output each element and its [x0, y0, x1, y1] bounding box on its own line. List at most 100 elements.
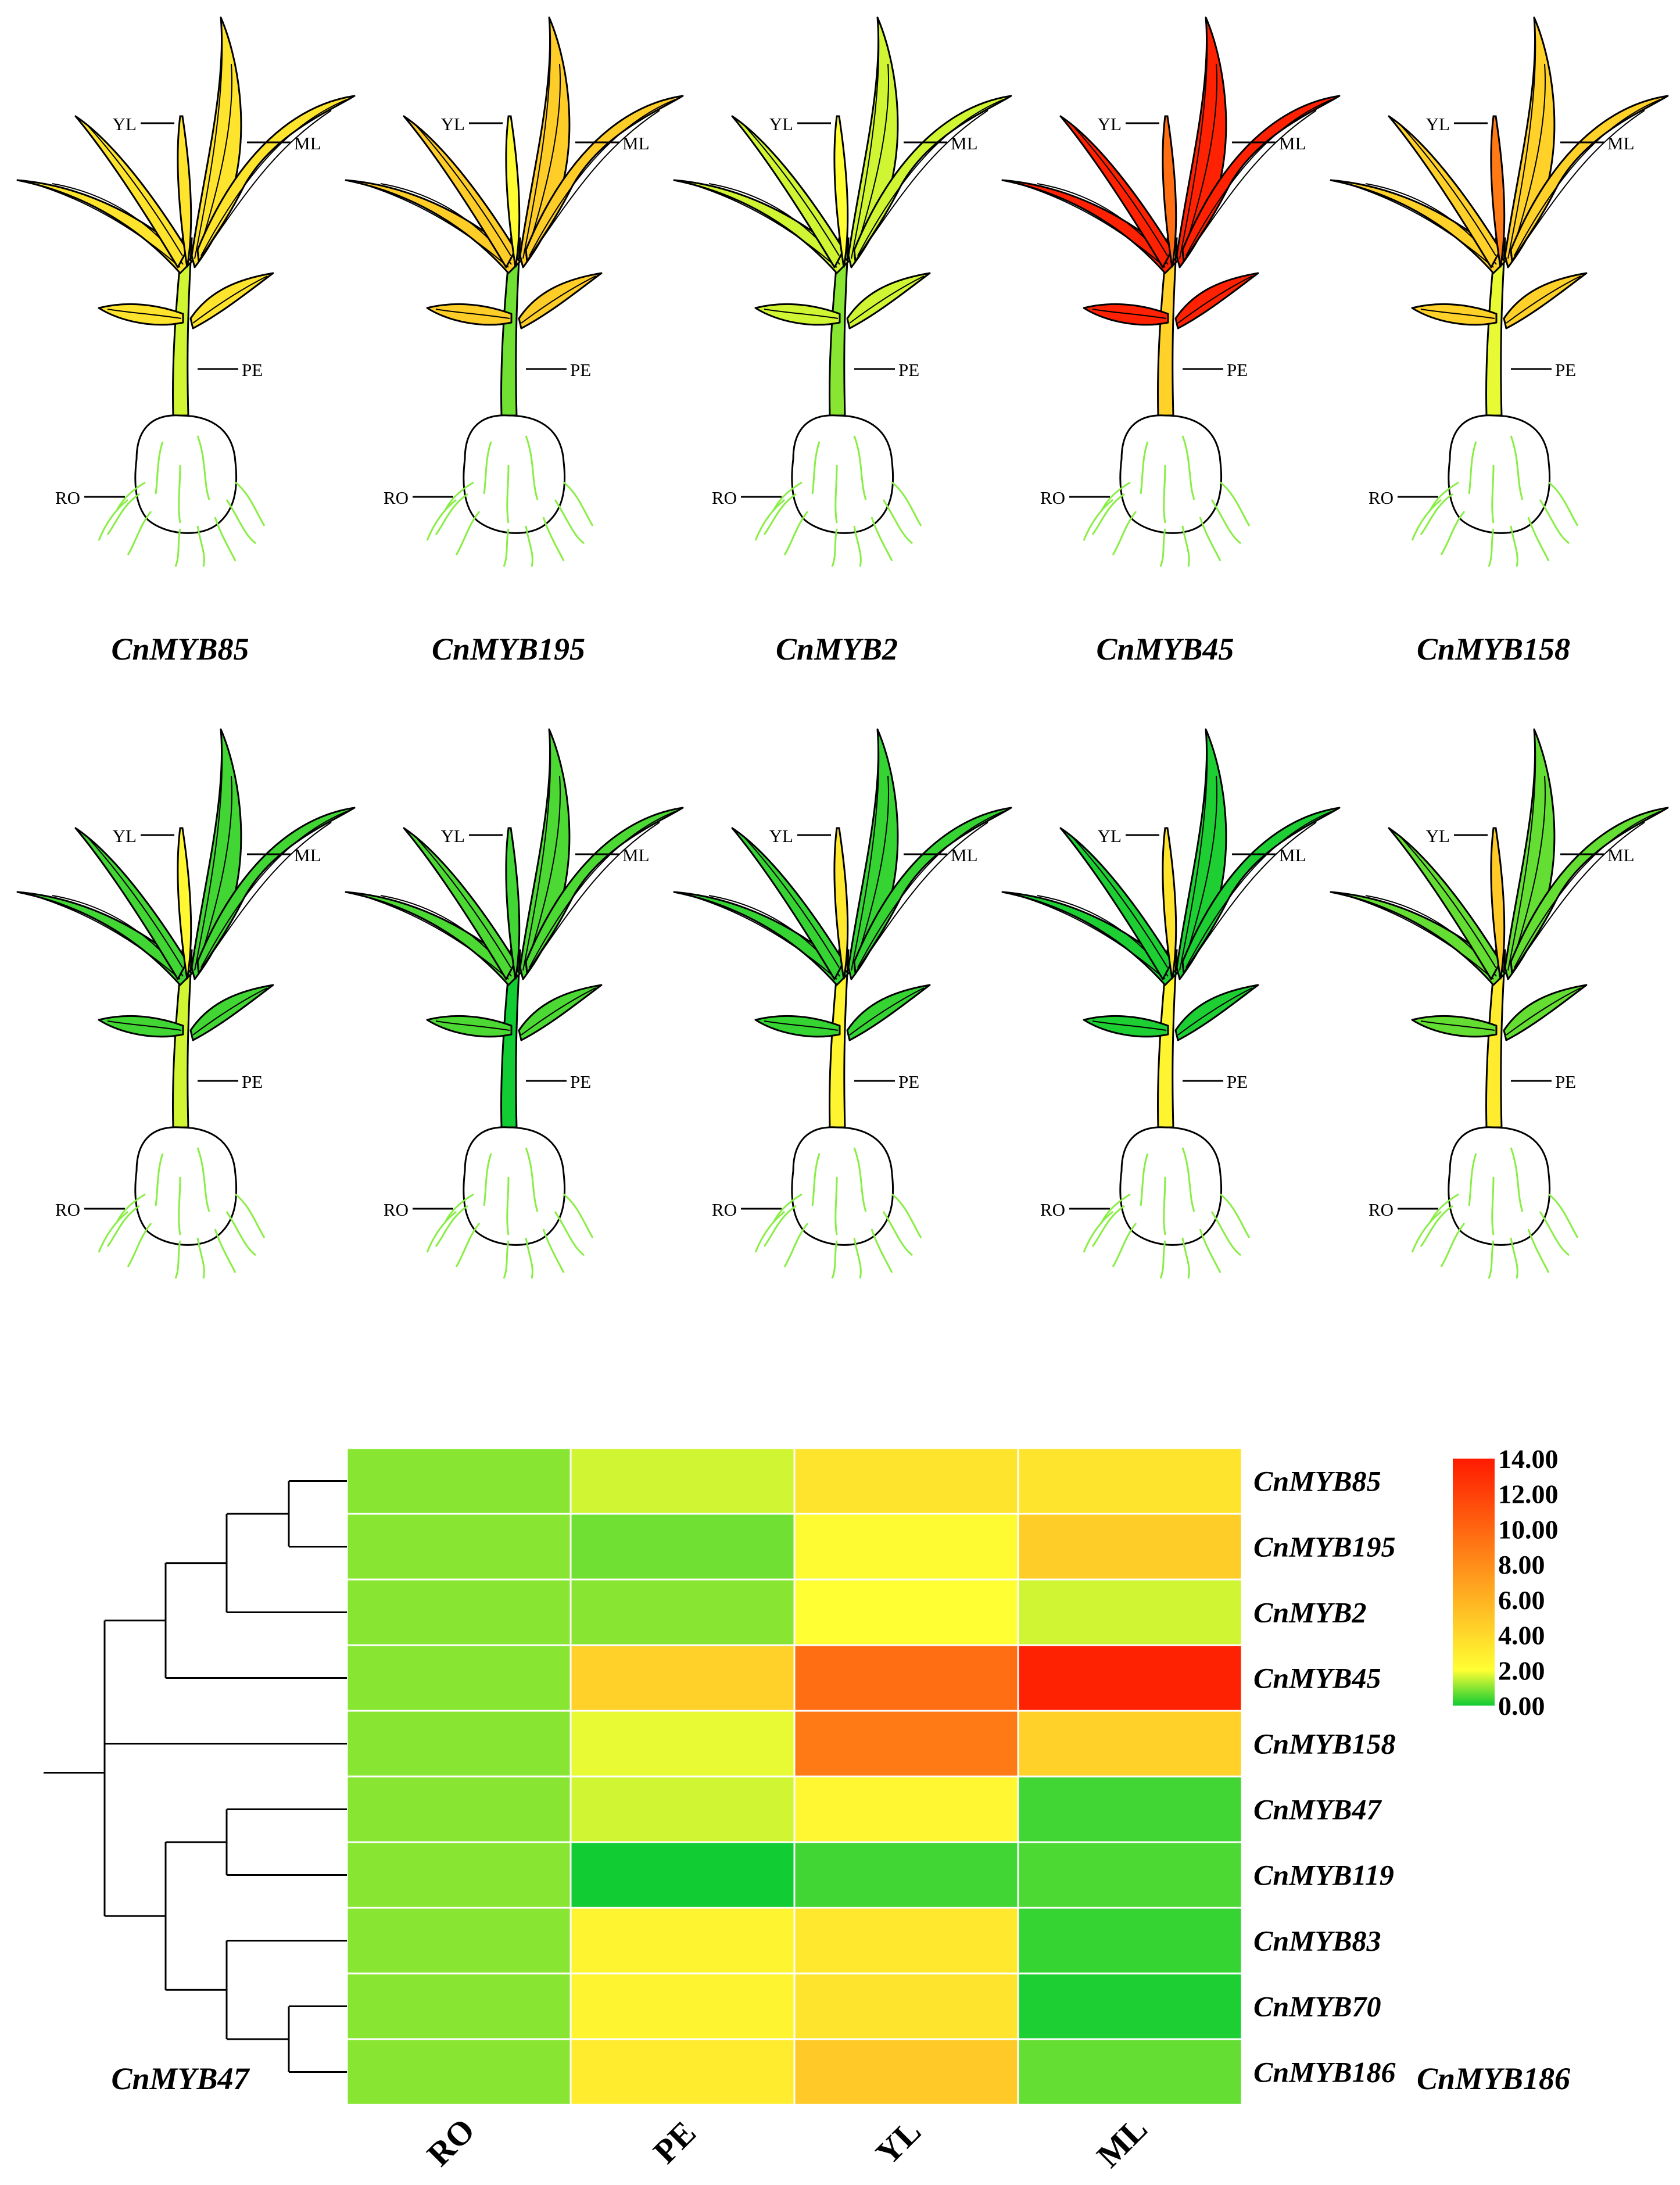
leaf-ML-left-vein	[28, 182, 181, 268]
colorbar-tick-label: 10.00	[1498, 1514, 1559, 1544]
root-line	[1199, 517, 1222, 561]
tag-ML: ML	[1607, 133, 1635, 153]
leaf-ML-low-left	[426, 1015, 513, 1038]
leaf-ML-right	[1181, 95, 1341, 263]
plant-CnMYB70: YLMLPEROCnMYB70	[1001, 728, 1341, 2096]
root-line	[1411, 1210, 1442, 1253]
root-line	[1428, 481, 1459, 512]
heatmap-cell-CnMYB45-PE	[569, 1644, 796, 1712]
root-RO	[1448, 414, 1551, 534]
leaf-ML-low-right	[846, 984, 931, 1041]
leaf-ML-low-left-vein	[107, 1020, 182, 1031]
leaf-ML-low-left-vein	[1420, 1020, 1495, 1031]
tag-YL: YL	[769, 826, 793, 846]
root-line	[853, 435, 867, 500]
leaf-ML-right-vein	[1191, 822, 1317, 962]
leaf-ML-low-left-vein	[435, 1020, 510, 1031]
heatmap-cell-CnMYB85-ML	[1017, 1447, 1243, 1515]
leaf-YL	[177, 115, 192, 268]
plant-CnMYB2: YL ML PE RO CnMYB2	[673, 16, 1012, 667]
heatmap-cell-CnMYB158-PE	[569, 1710, 796, 1778]
tag-RO: RO	[1369, 1199, 1394, 1220]
root-RO	[791, 1126, 894, 1246]
root-line	[1091, 493, 1125, 535]
root-line	[853, 1147, 867, 1212]
tag-ML: ML	[294, 133, 321, 153]
leaf-ML-right	[196, 95, 356, 263]
tag-YL: YL	[441, 114, 465, 134]
leaf-ML-low-left-vein	[764, 1020, 839, 1031]
root-line	[1083, 1210, 1113, 1253]
root-RO	[791, 414, 894, 534]
leaf-ML-right	[1510, 95, 1669, 263]
leaf-ML-low-right-vein	[1177, 987, 1253, 1036]
root-line	[483, 1153, 492, 1206]
root-line	[783, 511, 809, 556]
root-line	[155, 1153, 164, 1206]
heatmap-cell-CnMYB186-ML	[1017, 2038, 1243, 2106]
heatmap-cell-CnMYB119-RO	[346, 1841, 572, 1909]
leaf-ML-low-right	[189, 984, 274, 1041]
leaf-ML-low-left-vein	[1420, 309, 1495, 319]
root-line	[196, 525, 205, 567]
colorbar-tick-label: 14.00	[1498, 1444, 1559, 1474]
root-line	[443, 1193, 474, 1224]
tag-YL: YL	[441, 826, 465, 846]
leaf-ML-right-vein	[857, 810, 1006, 968]
root-line	[506, 464, 510, 524]
root-line	[542, 517, 565, 561]
leaf-ML-low-right	[1174, 272, 1259, 329]
leaf-ML-low-right	[1503, 984, 1588, 1041]
leaf-YL	[1162, 115, 1177, 268]
leaf-ML-left-vein	[685, 182, 837, 268]
leaf-ML-low-left	[754, 303, 841, 326]
root-RO	[134, 1126, 238, 1246]
leaf-ML-upleft	[403, 827, 517, 980]
root-line	[1539, 1211, 1570, 1256]
heatmap-cell-CnMYB70-YL	[793, 1972, 1019, 2040]
leaf-ML-right-vein	[529, 98, 678, 256]
column-label-YL: YL	[868, 2112, 928, 2172]
root-line	[1527, 1228, 1550, 1273]
root-line	[871, 517, 893, 561]
leaf-YL	[1490, 115, 1506, 268]
heatmap-cell-CnMYB47-YL	[793, 1775, 1019, 1843]
tag-PE: PE	[570, 360, 591, 380]
leaf-YL	[1490, 827, 1506, 980]
leaf-ML-tall-vein	[851, 34, 880, 259]
row-label-CnMYB195: CnMYB195	[1253, 1531, 1396, 1563]
leaf-ML-low-left	[1411, 1015, 1498, 1038]
root-line	[1163, 1176, 1166, 1235]
leaf-ML-low-left	[1411, 303, 1498, 326]
tag-PE: PE	[570, 1072, 591, 1092]
row-label-CnMYB186: CnMYB186	[1253, 2056, 1396, 2089]
root-line	[1083, 499, 1113, 541]
root-line	[1440, 1223, 1466, 1267]
root-line	[1112, 511, 1137, 556]
leaf-ML-right	[525, 807, 684, 975]
leaf-ML-upleft	[74, 827, 188, 980]
heatmap-cell-CnMYB85-PE	[569, 1447, 796, 1515]
row-label-CnMYB85: CnMYB85	[1253, 1465, 1381, 1498]
heatmap-cell-CnMYB85-RO	[346, 1447, 572, 1515]
leaf-ML-low-right-vein	[1506, 275, 1581, 324]
root-line	[115, 1193, 146, 1224]
heatmap-cell-CnMYB85-YL	[793, 1447, 1019, 1515]
leaf-ML-tall-vein	[522, 34, 551, 259]
leaf-YL	[505, 827, 521, 980]
leaf-ML-right-vein	[1514, 98, 1663, 256]
root-line	[1199, 1228, 1222, 1273]
tag-RO: RO	[1040, 488, 1065, 508]
heatmap-cell-CnMYB45-YL	[793, 1644, 1019, 1712]
tag-ML: ML	[1279, 133, 1306, 153]
root-line	[834, 1176, 838, 1235]
leaf-ML-left-vein	[685, 894, 837, 980]
leaf-ML-low-right	[518, 272, 603, 329]
root-line	[1440, 511, 1466, 556]
leaf-ML-low-right	[518, 984, 603, 1041]
root-line	[1159, 1240, 1166, 1279]
root-line	[1181, 435, 1195, 500]
tag-RO: RO	[1369, 488, 1394, 508]
root-line	[214, 1228, 237, 1273]
